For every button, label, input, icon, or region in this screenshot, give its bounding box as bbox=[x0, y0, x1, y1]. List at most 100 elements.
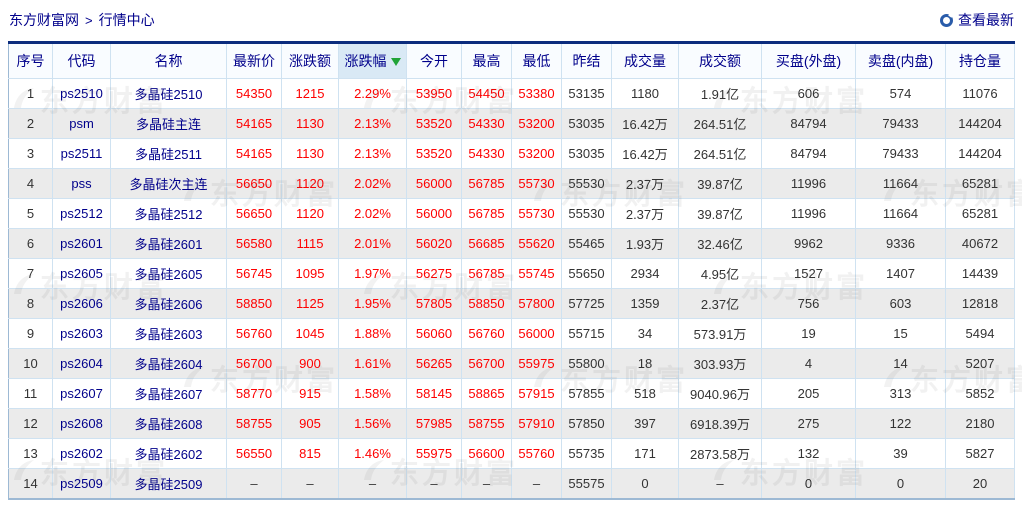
cell-code[interactable]: ps2604 bbox=[52, 348, 111, 379]
cell-vol: 16.42万 bbox=[611, 138, 679, 169]
cell-amount: 2.37亿 bbox=[678, 288, 762, 319]
column-header-buy[interactable]: 买盘(外盘) bbox=[761, 42, 856, 79]
cell-amount: 39.87亿 bbox=[678, 168, 762, 199]
cell-high: 54330 bbox=[461, 108, 512, 139]
breadcrumb-section-link[interactable]: 行情中心 bbox=[98, 12, 155, 28]
cell-code[interactable]: ps2510 bbox=[52, 78, 111, 109]
cell-chg: 1130 bbox=[281, 108, 339, 139]
column-header-last[interactable]: 最新价 bbox=[226, 42, 282, 79]
column-header-sell[interactable]: 卖盘(内盘) bbox=[855, 42, 946, 79]
cell-sell: 15 bbox=[855, 318, 946, 349]
cell-pct: 1.95% bbox=[338, 288, 407, 319]
cell-last: 58850 bbox=[226, 288, 282, 319]
cell-prev: 55575 bbox=[561, 468, 612, 499]
cell-name[interactable]: 多晶硅2604 bbox=[110, 348, 227, 379]
cell-code[interactable]: psm bbox=[52, 108, 111, 139]
cell-oi: 40672 bbox=[945, 228, 1015, 259]
cell-idx: 12 bbox=[8, 408, 53, 439]
cell-code[interactable]: ps2601 bbox=[52, 228, 111, 259]
cell-chg: 1045 bbox=[281, 318, 339, 349]
cell-chg: 1125 bbox=[281, 288, 339, 319]
column-header-chg[interactable]: 涨跌额 bbox=[281, 42, 339, 79]
cell-amount: 2873.58万 bbox=[678, 438, 762, 469]
cell-sell: 9336 bbox=[855, 228, 946, 259]
cell-pct: 2.29% bbox=[338, 78, 407, 109]
table-row: 13 ps2602 多晶硅2602 56550 815 1.46% 55975 56600 55… bbox=[8, 438, 1015, 469]
cell-name[interactable]: 多晶硅2605 bbox=[110, 258, 227, 289]
cell-vol: 16.42万 bbox=[611, 108, 679, 139]
cell-amount: 6918.39万 bbox=[678, 408, 762, 439]
cell-code[interactable]: ps2608 bbox=[52, 408, 111, 439]
cell-name[interactable]: 多晶硅2509 bbox=[110, 468, 227, 499]
column-header-idx[interactable]: 序号 bbox=[8, 42, 53, 79]
cell-open: 57805 bbox=[406, 288, 462, 319]
cell-last: 56700 bbox=[226, 348, 282, 379]
cell-code[interactable]: ps2509 bbox=[52, 468, 111, 499]
cell-pct: 2.13% bbox=[338, 108, 407, 139]
cell-name[interactable]: 多晶硅2608 bbox=[110, 408, 227, 439]
cell-name[interactable]: 多晶硅2602 bbox=[110, 438, 227, 469]
cell-idx: 8 bbox=[8, 288, 53, 319]
cell-low: 55760 bbox=[511, 438, 562, 469]
cell-buy: 0 bbox=[761, 468, 856, 499]
cell-name[interactable]: 多晶硅2512 bbox=[110, 198, 227, 229]
table-row: 12 ps2608 多晶硅2608 58755 905 1.56% 57985 58755 57… bbox=[8, 408, 1015, 439]
cell-buy: 132 bbox=[761, 438, 856, 469]
cell-pct: 2.02% bbox=[338, 168, 407, 199]
cell-low: – bbox=[511, 468, 562, 499]
cell-idx: 7 bbox=[8, 258, 53, 289]
cell-prev: 57855 bbox=[561, 378, 612, 409]
cell-last: 58755 bbox=[226, 408, 282, 439]
cell-code[interactable]: ps2606 bbox=[52, 288, 111, 319]
cell-name[interactable]: 多晶硅2607 bbox=[110, 378, 227, 409]
column-header-prev[interactable]: 昨结 bbox=[561, 42, 612, 79]
cell-name[interactable]: 多晶硅2603 bbox=[110, 318, 227, 349]
cell-code[interactable]: ps2605 bbox=[52, 258, 111, 289]
cell-code[interactable]: ps2511 bbox=[52, 138, 111, 169]
cell-prev: 53035 bbox=[561, 138, 612, 169]
table-row: 1 ps2510 多晶硅2510 54350 1215 2.29% 53950 54450 53… bbox=[8, 78, 1015, 109]
cell-oi: 11076 bbox=[945, 78, 1015, 109]
futures-quote-table: 序号 代码 名称 最新价 涨跌额 涨跌幅 今开 最高 最低 昨结 成交量 成交额 买盘(外盘) 卖盘(内盘… bbox=[8, 41, 1015, 500]
cell-name[interactable]: 多晶硅次主连 bbox=[110, 168, 227, 199]
cell-chg: 815 bbox=[281, 438, 339, 469]
cell-buy: 19 bbox=[761, 318, 856, 349]
cell-sell: 11664 bbox=[855, 198, 946, 229]
cell-pct: – bbox=[338, 468, 407, 499]
cell-prev: 55530 bbox=[561, 168, 612, 199]
cell-name[interactable]: 多晶硅2606 bbox=[110, 288, 227, 319]
cell-code[interactable]: ps2603 bbox=[52, 318, 111, 349]
column-header-pct[interactable]: 涨跌幅 bbox=[338, 42, 407, 79]
column-header-name[interactable]: 名称 bbox=[110, 42, 227, 79]
table-row: 7 ps2605 多晶硅2605 56745 1095 1.97% 56275 56785 55… bbox=[8, 258, 1015, 289]
cell-idx: 3 bbox=[8, 138, 53, 169]
cell-code[interactable]: ps2607 bbox=[52, 378, 111, 409]
column-header-amount[interactable]: 成交额 bbox=[678, 42, 762, 79]
cell-code[interactable]: pss bbox=[52, 168, 111, 199]
cell-name[interactable]: 多晶硅2510 bbox=[110, 78, 227, 109]
cell-name[interactable]: 多晶硅2511 bbox=[110, 138, 227, 169]
cell-high: 56685 bbox=[461, 228, 512, 259]
cell-name[interactable]: 多晶硅2601 bbox=[110, 228, 227, 259]
cell-chg: 900 bbox=[281, 348, 339, 379]
cell-code[interactable]: ps2602 bbox=[52, 438, 111, 469]
cell-last: 56650 bbox=[226, 168, 282, 199]
view-latest-button[interactable]: 查看最新 bbox=[940, 10, 1014, 30]
table-row: 3 ps2511 多晶硅2511 54165 1130 2.13% 53520 54330 53… bbox=[8, 138, 1015, 169]
table-row: 2 psm 多晶硅主连 54165 1130 2.13% 53520 54330 53200 53… bbox=[8, 108, 1015, 139]
cell-oi: 2180 bbox=[945, 408, 1015, 439]
column-header-code[interactable]: 代码 bbox=[52, 42, 111, 79]
column-header-open[interactable]: 今开 bbox=[406, 42, 462, 79]
breadcrumb-site-link[interactable]: 东方财富网 bbox=[9, 12, 79, 28]
cell-idx: 5 bbox=[8, 198, 53, 229]
cell-code[interactable]: ps2512 bbox=[52, 198, 111, 229]
cell-idx: 6 bbox=[8, 228, 53, 259]
cell-last: 58770 bbox=[226, 378, 282, 409]
column-header-oi[interactable]: 持仓量 bbox=[945, 42, 1015, 79]
column-header-high[interactable]: 最高 bbox=[461, 42, 512, 79]
column-header-low[interactable]: 最低 bbox=[511, 42, 562, 79]
cell-amount: 4.95亿 bbox=[678, 258, 762, 289]
cell-low: 57910 bbox=[511, 408, 562, 439]
cell-name[interactable]: 多晶硅主连 bbox=[110, 108, 227, 139]
column-header-vol[interactable]: 成交量 bbox=[611, 42, 679, 79]
